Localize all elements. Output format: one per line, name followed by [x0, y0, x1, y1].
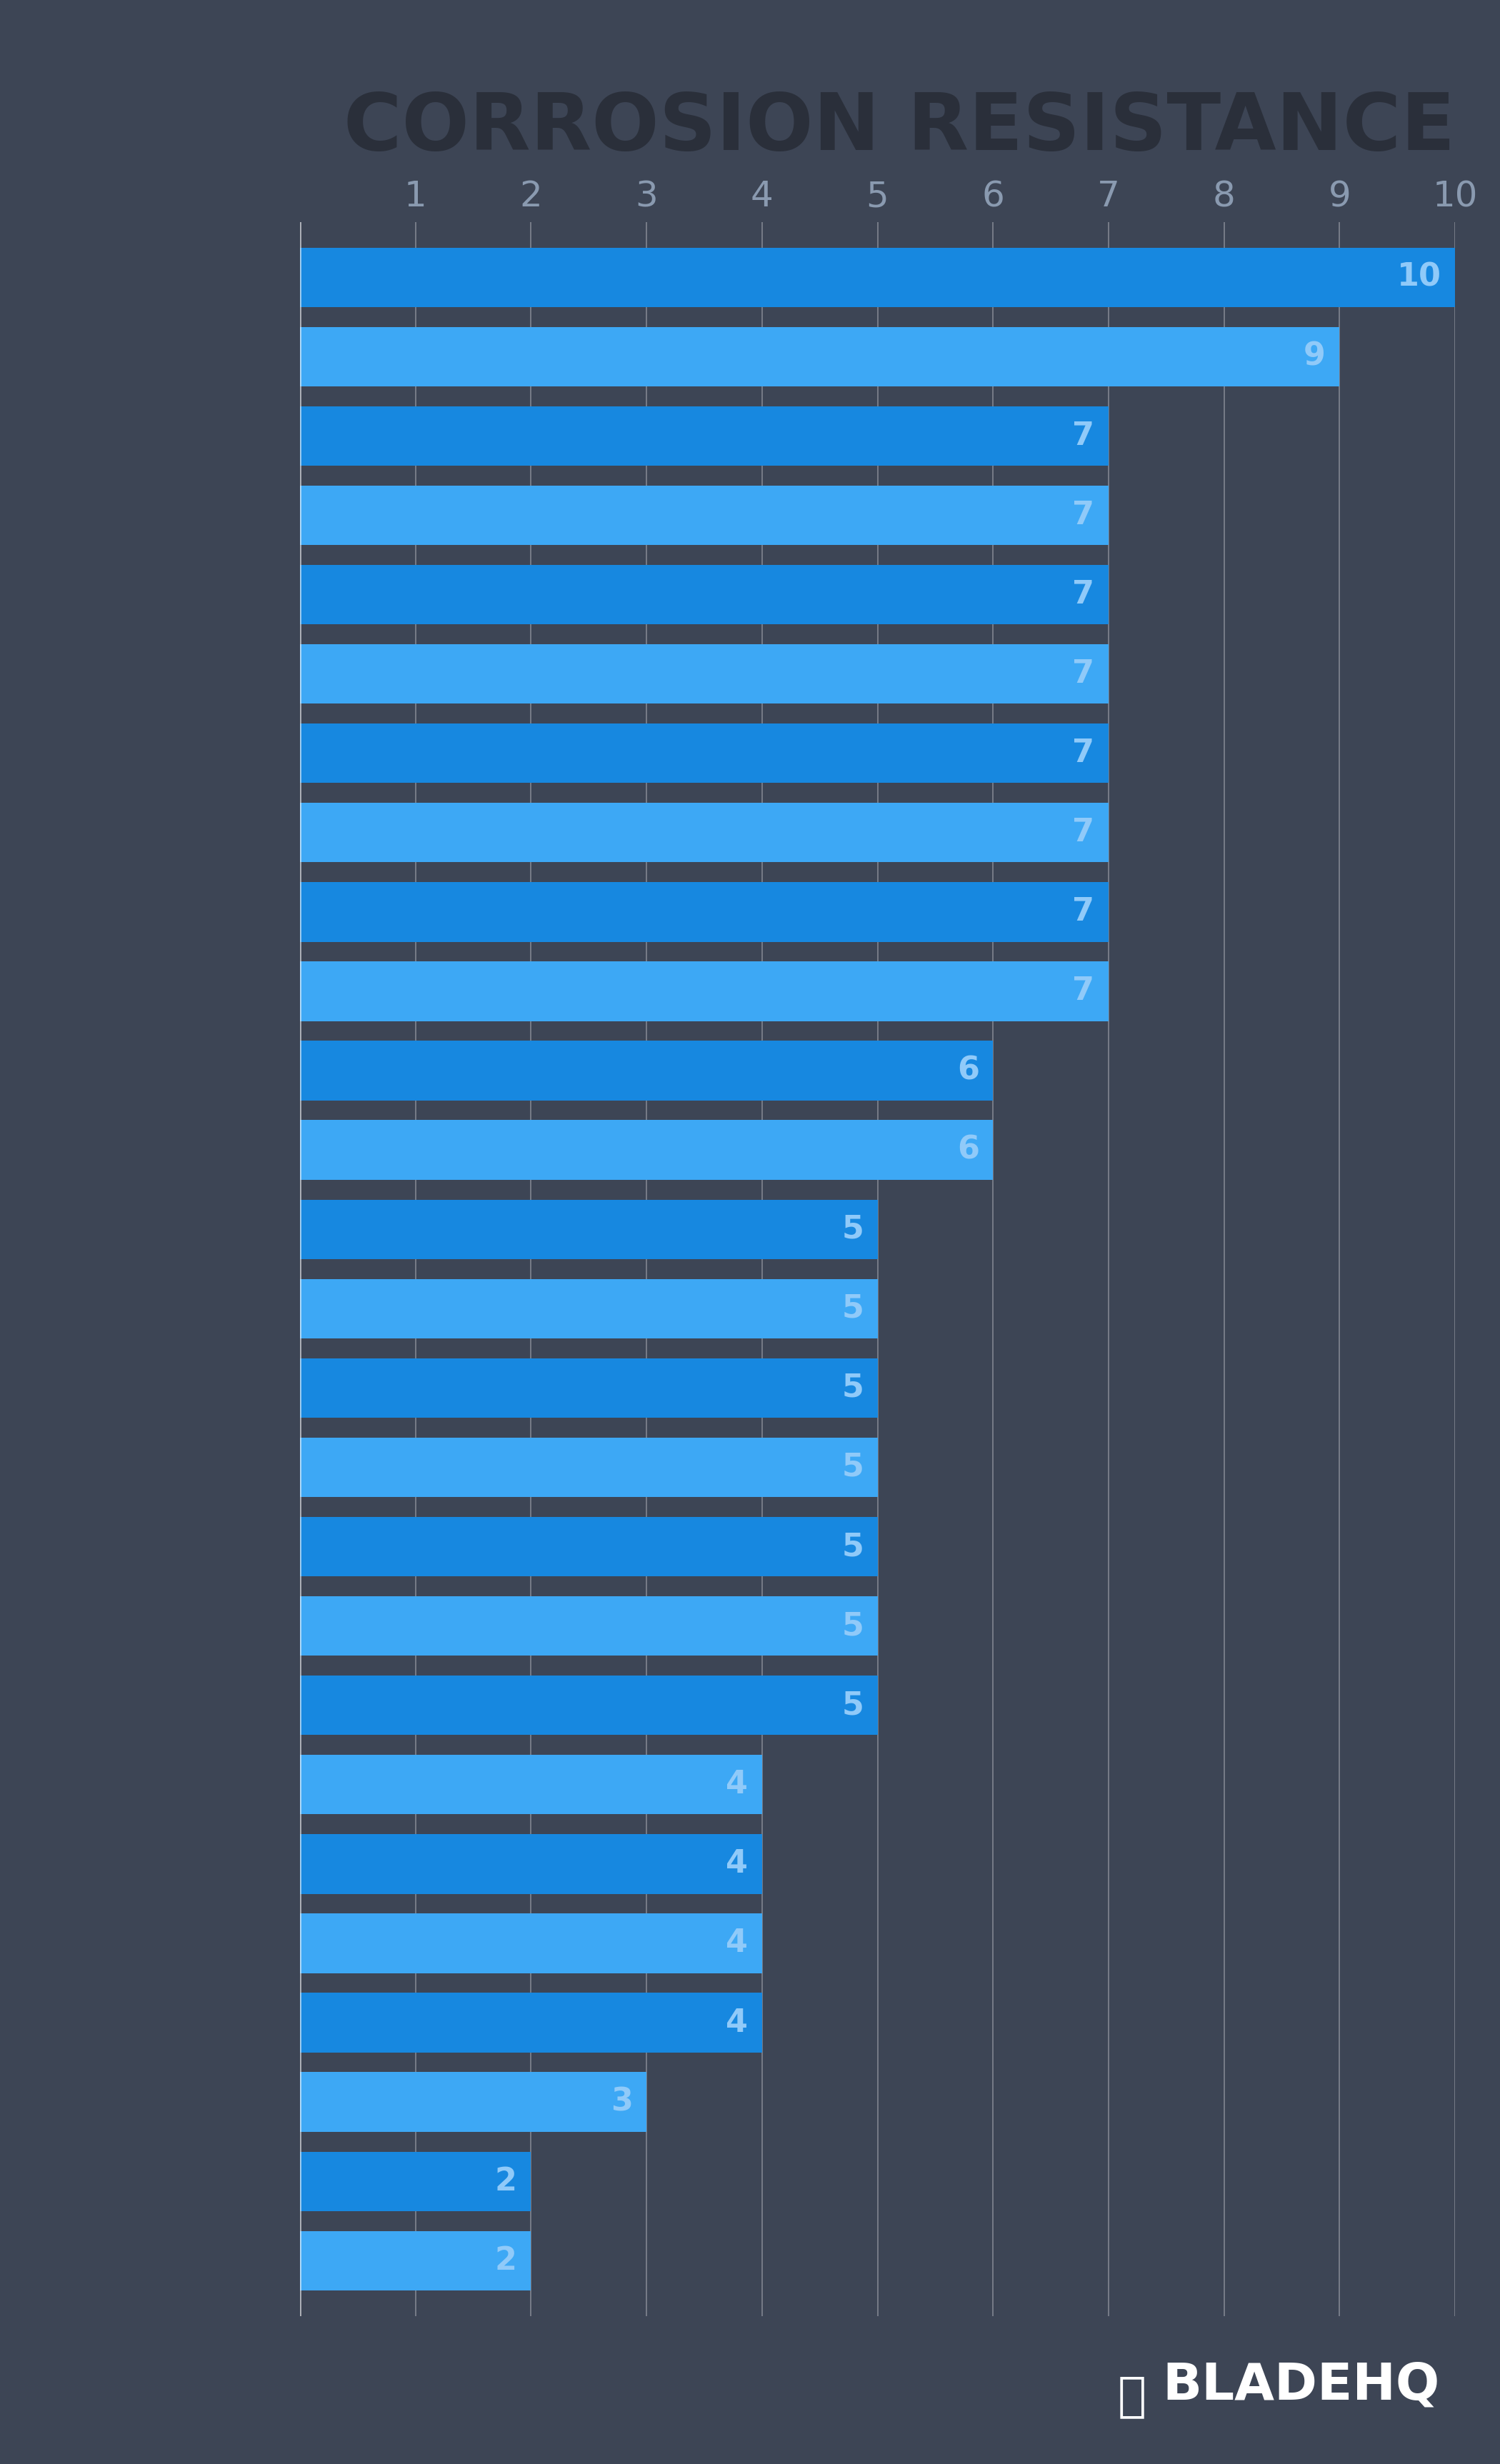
- Bar: [300, 882, 1108, 941]
- Text: 5: 5: [842, 1530, 864, 1562]
- Bar: [300, 2072, 646, 2131]
- Bar: [300, 564, 1108, 623]
- Bar: [300, 407, 1108, 466]
- Bar: [300, 803, 1108, 862]
- Bar: [300, 1597, 878, 1656]
- Bar: [300, 1754, 762, 1814]
- Text: 4: 4: [726, 2008, 749, 2038]
- Text: 4: 4: [726, 1848, 749, 1880]
- Text: 10: 10: [1397, 261, 1442, 293]
- Bar: [300, 724, 1108, 784]
- Bar: [300, 2230, 531, 2292]
- Text: 5: 5: [842, 1611, 864, 1641]
- Text: 7: 7: [1072, 421, 1095, 451]
- Bar: [300, 1915, 762, 1974]
- Text: 3: 3: [610, 2087, 633, 2117]
- Bar: [300, 1121, 993, 1180]
- Text: 7: 7: [1072, 818, 1095, 848]
- Bar: [300, 1358, 878, 1417]
- Bar: [300, 1437, 878, 1498]
- Text: 6: 6: [957, 1133, 980, 1165]
- Text: 5: 5: [842, 1690, 864, 1720]
- Text: 7: 7: [1072, 897, 1095, 926]
- Bar: [300, 1040, 993, 1101]
- Bar: [300, 643, 1108, 705]
- Text: 5: 5: [842, 1215, 864, 1244]
- Bar: [300, 1676, 878, 1735]
- Bar: [300, 1518, 878, 1577]
- Text: BLADEHQ: BLADEHQ: [1162, 2361, 1440, 2410]
- Text: 9: 9: [1304, 342, 1326, 372]
- Text: 5: 5: [842, 1372, 864, 1404]
- Text: 7: 7: [1072, 500, 1095, 530]
- Bar: [300, 1993, 762, 2053]
- Bar: [300, 961, 1108, 1020]
- Text: 4: 4: [726, 1769, 749, 1801]
- Text: 2: 2: [495, 2166, 517, 2195]
- Text: 5: 5: [842, 1294, 864, 1323]
- Text: 5: 5: [842, 1451, 864, 1483]
- Bar: [300, 2151, 531, 2210]
- Text: 7: 7: [1072, 658, 1095, 690]
- Text: 7: 7: [1072, 976, 1095, 1008]
- Text: 7: 7: [1072, 579, 1095, 611]
- Bar: [300, 1279, 878, 1338]
- Bar: [300, 328, 1340, 387]
- Bar: [300, 1200, 878, 1259]
- Text: CORROSION RESISTANCE: CORROSION RESISTANCE: [344, 89, 1455, 165]
- Text: 4: 4: [726, 1927, 749, 1959]
- Text: 7: 7: [1072, 737, 1095, 769]
- Bar: [300, 1833, 762, 1895]
- Bar: [300, 485, 1108, 545]
- Text: 6: 6: [957, 1055, 980, 1087]
- Bar: [300, 246, 1455, 308]
- Text: ⬛: ⬛: [1118, 2373, 1146, 2420]
- Text: 2: 2: [495, 2245, 517, 2277]
